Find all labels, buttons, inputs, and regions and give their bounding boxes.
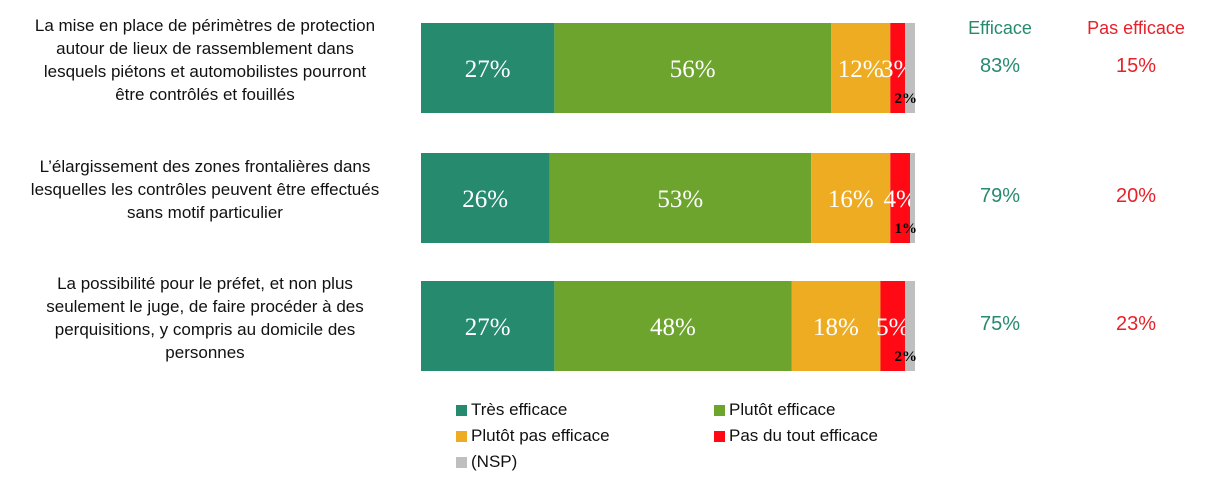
category-label-line: personnes xyxy=(165,343,245,362)
legend-item: Très efficace xyxy=(456,400,567,420)
legend-label: Plutôt pas efficace xyxy=(471,426,610,445)
category-label-line: La possibilité pour le préfet, et non pl… xyxy=(57,274,353,293)
category-label-line: perquisitions, y compris au domicile des xyxy=(54,320,356,339)
legend-swatch xyxy=(714,430,725,442)
bar-segment xyxy=(791,281,881,371)
legend-item: Plutôt pas efficace xyxy=(456,426,610,446)
bar-segment xyxy=(905,281,915,371)
bar-segment xyxy=(890,153,911,243)
legend-item: Plutôt efficace xyxy=(714,400,835,420)
legend-item: Pas du tout efficace xyxy=(714,426,878,446)
category-label: La mise en place de périmètres de protec… xyxy=(0,14,410,106)
bar-segment xyxy=(554,23,832,113)
bar-segment xyxy=(831,23,891,113)
legend-swatch xyxy=(456,404,467,416)
legend-swatch xyxy=(456,456,467,468)
summary-value: 75% xyxy=(979,313,1021,335)
category-label: La possibilité pour le préfet, et non pl… xyxy=(0,272,410,364)
bar-segment xyxy=(549,153,812,243)
legend-label: Plutôt efficace xyxy=(729,400,836,419)
summary-value: 15% xyxy=(1115,55,1157,77)
category-label: L’élargissement des zones frontalières d… xyxy=(0,155,410,224)
bar-segment xyxy=(880,281,906,371)
data-label: 16% xyxy=(828,186,874,213)
bar-segment xyxy=(890,23,906,113)
legend-swatch xyxy=(714,404,725,416)
legend-label: Pas du tout efficace xyxy=(729,426,879,445)
category-label-line: La mise en place de périmètres de protec… xyxy=(34,16,376,35)
bar-segment xyxy=(811,153,891,243)
summary-header: Pas efficace xyxy=(1087,18,1185,38)
data-label: 2% xyxy=(895,349,918,365)
summary-value: 23% xyxy=(1115,313,1157,335)
category-label-line: L’élargissement des zones frontalières d… xyxy=(39,157,371,176)
data-label: 2% xyxy=(895,91,918,107)
legend-label: (NSP) xyxy=(471,452,518,471)
data-label: 56% xyxy=(670,56,716,83)
summary-value: 20% xyxy=(1115,185,1157,207)
summary-header: Efficace xyxy=(968,18,1032,38)
bar-segment xyxy=(554,281,792,371)
category-label-line: sans motif particulier xyxy=(127,203,283,222)
summary-value: 79% xyxy=(979,185,1021,207)
category-label-line: lesquels piétons et automobilistes pourr… xyxy=(43,62,367,81)
data-label: 48% xyxy=(650,314,696,341)
data-label: 53% xyxy=(657,186,703,213)
category-label-line: lesquelles les contrôles peuvent être ef… xyxy=(30,180,380,199)
bar-segment xyxy=(421,23,555,113)
bar-segment xyxy=(421,153,550,243)
summary-value: 83% xyxy=(979,55,1021,77)
bar-segment xyxy=(910,153,915,243)
data-label: 26% xyxy=(462,186,508,213)
data-label: 5% xyxy=(876,314,909,341)
data-label: 27% xyxy=(465,56,511,83)
bar-segment xyxy=(905,23,915,113)
legend-swatch xyxy=(456,430,467,442)
legend-item: (NSP) xyxy=(456,452,517,472)
data-label: 27% xyxy=(465,314,511,341)
data-label: 18% xyxy=(813,314,859,341)
category-label-line: seulement le juge, de faire procéder à d… xyxy=(46,297,364,316)
data-label: 12% xyxy=(838,56,884,83)
bar-segment xyxy=(421,281,555,371)
category-label-line: être contrôlés et fouillés xyxy=(115,85,295,104)
legend-label: Très efficace xyxy=(471,400,568,419)
data-label: 1% xyxy=(895,221,918,237)
category-label-line: autour de lieux de rassemblement dans xyxy=(56,39,354,58)
